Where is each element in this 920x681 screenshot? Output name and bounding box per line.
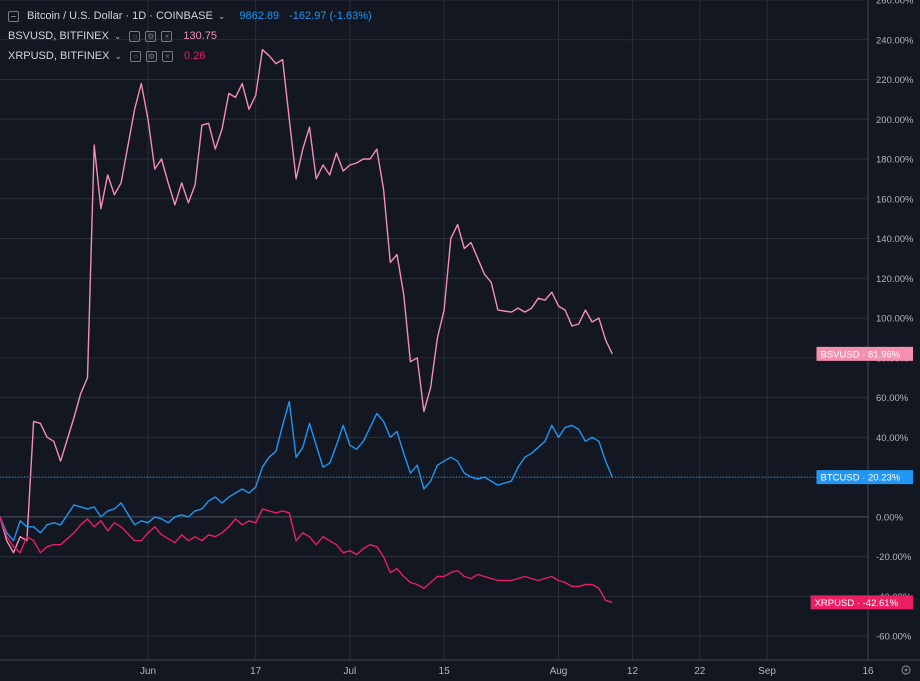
close-icon[interactable]: × (161, 30, 173, 42)
y-tick-label: 180.00% (876, 155, 914, 166)
y-tick-label: 140.00% (876, 234, 914, 245)
y-tick-label: 40.00% (876, 433, 909, 444)
y-tick-label: 0.00% (876, 512, 903, 523)
y-tick-label: 260.00% (876, 0, 914, 7)
x-tick-label: 15 (439, 666, 451, 677)
settings-icon[interactable]: ⚙ (146, 50, 158, 62)
settings-icon[interactable]: ⚙ (145, 30, 157, 42)
price-tag-label: BSVUSD · 81.96% (821, 349, 901, 360)
x-tick-label: Sep (758, 666, 776, 677)
close-icon[interactable]: × (162, 50, 174, 62)
y-tick-label: -60.00% (876, 632, 912, 643)
chevron-down-icon[interactable]: ⌄ (114, 51, 123, 61)
x-tick-label: 12 (627, 666, 639, 677)
y-tick-label: 60.00% (876, 393, 909, 404)
collapse-icon[interactable] (8, 10, 19, 22)
series-line-btcusd[interactable] (0, 400, 613, 542)
price-tag-bsvusd (816, 346, 913, 361)
price-tags: BSVUSD · 81.96% BTCUSD · 20.23% XRPUSD · -… (810, 346, 913, 610)
price-change: -162.97 (-1.63%) (289, 10, 372, 22)
settings-gear-icon[interactable] (901, 665, 911, 675)
legend-series-value: 130.75 (183, 30, 218, 42)
series-line-xrpusd[interactable] (0, 508, 613, 603)
eye-icon[interactable]: ○ (129, 30, 141, 42)
price-tag-xrpusd (810, 595, 913, 610)
y-tick-label: 220.00% (876, 75, 914, 86)
main-symbol-title[interactable]: Bitcoin / U.S. Dollar · 1D · COINBASE (27, 10, 213, 22)
legend-series-name[interactable]: BSVUSD, BITFINEX (8, 30, 109, 42)
price-tag-label: XRPUSD · -42.61% (815, 598, 899, 609)
y-tick-label: 160.00% (876, 194, 914, 205)
chevron-down-icon[interactable]: ⌄ (113, 31, 122, 41)
last-price: 9862.89 (239, 10, 280, 22)
x-tick-label: Jun (140, 666, 156, 677)
chart-grid (0, 0, 869, 660)
x-tick-label: Aug (550, 666, 568, 677)
x-axis: Jun 17 Jul 15 Aug 12 22 Sep 16 (0, 659, 920, 677)
series-lines (0, 49, 868, 603)
x-tick-label: 16 (862, 666, 874, 677)
eye-icon[interactable]: ○ (130, 50, 142, 62)
legend-series-name[interactable]: XRPUSD, BITFINEX (8, 50, 110, 62)
y-tick-label: -20.00% (876, 552, 912, 563)
y-axis: 260.00% 240.00% 220.00% 200.00% 180.00% 160.0… (867, 0, 914, 660)
y-tick-label: 100.00% (876, 314, 914, 325)
y-tick-label: 120.00% (876, 274, 914, 285)
y-tick-label: 200.00% (876, 115, 914, 126)
series-line-bsvusd[interactable] (0, 49, 613, 554)
chart-legend: Bitcoin / U.S. Dollar · 1D · COINBASE ⌄ … (8, 6, 372, 66)
price-tag-btcusd (816, 470, 913, 485)
price-tag-label: BTCUSD · 20.23% (821, 473, 901, 484)
y-tick-label: 240.00% (876, 35, 914, 46)
x-tick-label: Jul (343, 666, 356, 677)
legend-row-xrp: XRPUSD, BITFINEX ⌄ ○ ⚙ × 0.26 (8, 46, 372, 66)
legend-series-value: 0.26 (184, 50, 206, 62)
chevron-down-icon[interactable]: ⌄ (217, 11, 226, 21)
legend-row-bsv: BSVUSD, BITFINEX ⌄ ○ ⚙ × 130.75 (8, 26, 372, 46)
x-tick-label: 22 (694, 666, 706, 677)
x-tick-label: 17 (250, 666, 262, 677)
legend-main-row: Bitcoin / U.S. Dollar · 1D · COINBASE ⌄ … (8, 6, 372, 26)
